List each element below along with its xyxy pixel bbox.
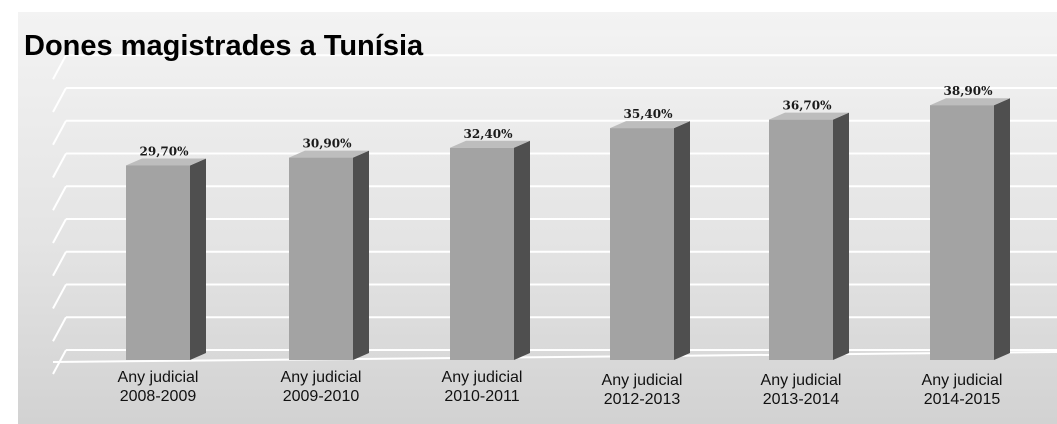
gridline-side — [52, 316, 67, 342]
category-label: Any judicial 2009-2010 — [246, 368, 396, 406]
bar-side — [353, 150, 369, 360]
category-label: Any judicial 2008-2009 — [83, 368, 233, 406]
gridline-side — [52, 54, 67, 80]
data-label: 29,70% — [140, 144, 190, 158]
gridline-side — [52, 87, 67, 113]
bar-side — [514, 140, 530, 360]
category-label: Any judicial 2013-2014 — [726, 371, 876, 409]
category-label: Any judicial 2014-2015 — [887, 371, 1037, 409]
category-label-line-2: 2010-2011 — [444, 388, 520, 405]
data-label: 32,40% — [464, 127, 514, 141]
category-label-line-1: Any judicial — [760, 372, 842, 389]
category-label-line-2: 2008-2009 — [119, 388, 197, 405]
bar-top — [289, 150, 369, 158]
bar-top — [610, 121, 690, 129]
bar — [289, 150, 369, 360]
bar-front — [769, 119, 833, 361]
data-label: 30,90% — [303, 137, 353, 151]
bar-side — [994, 98, 1010, 360]
bar-front — [450, 147, 514, 360]
chart-svg: 29,70% 30,90% 32,40% 35,40% 36,70% 38,90% — [18, 12, 1057, 424]
bar-front — [289, 157, 353, 360]
category-label-line-1: Any judicial — [601, 372, 683, 389]
bar-side — [833, 112, 849, 361]
bar-top — [930, 98, 1010, 106]
bar — [769, 112, 849, 361]
bar — [450, 140, 530, 360]
bar-front — [126, 165, 190, 360]
bar-top — [769, 112, 849, 120]
category-label-line-1: Any judicial — [441, 369, 523, 386]
data-label: 36,70% — [783, 99, 833, 113]
gridline-side — [52, 185, 67, 211]
bar-side — [674, 121, 690, 360]
bar-side — [190, 158, 206, 360]
category-label: Any judicial 2012-2013 — [567, 371, 717, 409]
category-label-line-2: 2014-2015 — [923, 391, 1001, 408]
bar-top — [450, 140, 530, 148]
bar-top — [126, 158, 206, 166]
category-label-line-2: 2009-2010 — [282, 388, 360, 405]
gridline-side — [52, 120, 67, 146]
category-label-line-1: Any judicial — [280, 369, 362, 386]
category-label-line-1: Any judicial — [921, 372, 1003, 389]
gridline-side — [52, 251, 67, 277]
data-labels: 29,70% 30,90% 32,40% 35,40% 36,70% 38,90% — [140, 84, 994, 158]
gridlines — [52, 54, 1057, 375]
chart-title: Dones magistrades a Tunísia — [24, 30, 424, 62]
gridline-side — [52, 153, 67, 178]
category-label-line-2: 2013-2014 — [762, 391, 840, 408]
category-label-line-2: 2012-2013 — [603, 391, 681, 408]
gridline-side — [52, 218, 67, 244]
bars — [126, 98, 1010, 361]
category-label: Any judicial 2010-2011 — [407, 368, 557, 406]
bar — [126, 158, 206, 360]
bar-front — [930, 105, 994, 360]
category-label-line-1: Any judicial — [117, 369, 199, 386]
floor-front-line — [52, 351, 1057, 363]
bar-front — [610, 128, 674, 360]
data-label: 35,40% — [624, 107, 674, 121]
chart-area: 29,70% 30,90% 32,40% 35,40% 36,70% 38,90% Don… — [18, 12, 1057, 424]
bar — [930, 98, 1010, 360]
bar — [610, 121, 690, 360]
data-label: 38,90% — [944, 84, 994, 98]
gridline-side — [52, 284, 67, 309]
